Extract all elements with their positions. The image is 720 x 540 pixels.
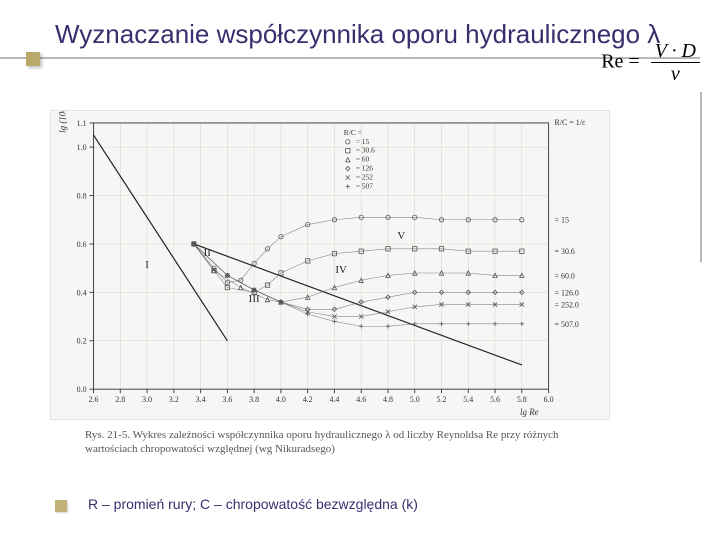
svg-text:IV: IV (335, 264, 347, 276)
svg-text:1.1: 1.1 (77, 119, 87, 128)
svg-text:5.6: 5.6 (490, 395, 500, 404)
svg-text:6.0: 6.0 (544, 395, 554, 404)
svg-text:I: I (145, 259, 149, 271)
svg-text:4.6: 4.6 (356, 395, 366, 404)
svg-text:lg Re: lg Re (520, 407, 539, 417)
side-accent-line (700, 92, 702, 262)
svg-text:= 126.0: = 126.0 (555, 288, 579, 297)
svg-text:2.8: 2.8 (115, 395, 125, 404)
formula-eq: = (628, 51, 639, 73)
bullet-square-icon (55, 500, 67, 512)
svg-text:R/C = 1/ε: R/C = 1/ε (555, 118, 586, 127)
svg-text:= 252.0: = 252.0 (555, 300, 579, 309)
formula-denominator: ν (667, 63, 684, 85)
svg-text:5.2: 5.2 (437, 395, 447, 404)
svg-text:1.0: 1.0 (77, 143, 87, 152)
svg-text:= 60: = 60 (356, 155, 370, 164)
svg-text:3.6: 3.6 (222, 395, 232, 404)
formula-fraction: V · D ν (651, 40, 700, 86)
svg-text:= 15: = 15 (356, 137, 370, 146)
svg-text:0.4: 0.4 (77, 288, 87, 297)
reynolds-formula: Re = V · D ν (601, 40, 700, 86)
svg-text:II: II (204, 247, 212, 259)
footnote-text: R – promień rury; C – chropowatość bezwz… (88, 496, 418, 512)
chart-svg: 2.6 2.8 3.0 3.2 3.4 3.6 3.8 4.0 4.2 4.4 4.6 4.8 5.0 5… (51, 111, 609, 419)
svg-text:5.0: 5.0 (410, 395, 420, 404)
accent-square-icon (26, 52, 40, 66)
svg-text:= 30.6: = 30.6 (555, 247, 575, 256)
svg-text:3.2: 3.2 (169, 395, 179, 404)
title-underline (0, 57, 700, 59)
svg-text:0.6: 0.6 (77, 240, 87, 249)
svg-text:= 507.0: = 507.0 (555, 320, 579, 329)
svg-text:3.0: 3.0 (142, 395, 152, 404)
svg-text:= 252: = 252 (356, 173, 373, 182)
svg-text:4.0: 4.0 (276, 395, 286, 404)
svg-text:= 15: = 15 (555, 216, 569, 225)
svg-text:R/C =: R/C = (344, 128, 362, 137)
svg-text:= 507: = 507 (356, 181, 373, 190)
svg-text:= 60.0: = 60.0 (555, 271, 575, 280)
svg-text:= 126: = 126 (356, 164, 373, 173)
svg-text:4.4: 4.4 (329, 395, 339, 404)
svg-text:4.2: 4.2 (303, 395, 313, 404)
nikuradse-chart: 2.6 2.8 3.0 3.2 3.4 3.6 3.8 4.0 4.2 4.4 4.6 4.8 5.0 5… (50, 110, 610, 420)
svg-text:5.8: 5.8 (517, 395, 527, 404)
svg-text:0.8: 0.8 (77, 192, 87, 201)
formula-lhs: Re (601, 51, 623, 73)
figure-caption: Rys. 21-5. Wykres zależności współczynni… (85, 428, 585, 457)
svg-text:3.4: 3.4 (196, 395, 206, 404)
svg-text:2.6: 2.6 (89, 395, 99, 404)
svg-text:V: V (397, 230, 405, 242)
svg-text:= 30.6: = 30.6 (356, 146, 375, 155)
svg-text:3.8: 3.8 (249, 395, 259, 404)
svg-text:5.4: 5.4 (463, 395, 473, 404)
svg-text:4.8: 4.8 (383, 395, 393, 404)
svg-text:lg (100 λ): lg (100 λ) (58, 111, 68, 133)
svg-text:0.2: 0.2 (77, 337, 87, 346)
svg-text:III: III (249, 293, 260, 305)
svg-text:0.0: 0.0 (77, 385, 87, 394)
formula-numerator: V · D (651, 40, 700, 63)
